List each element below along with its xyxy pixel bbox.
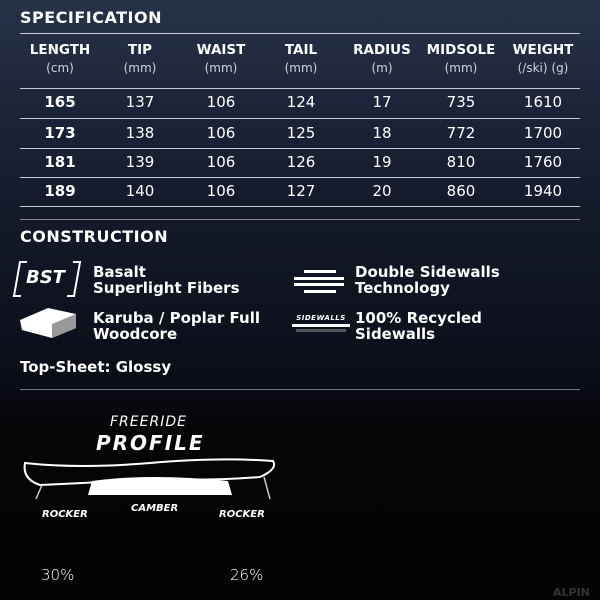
table-cell: 139 <box>125 153 155 171</box>
column-header: TIP <box>127 42 153 58</box>
column-header: LENGTH <box>29 42 91 58</box>
table-cell: 1610 <box>523 93 563 111</box>
woodcore-icon <box>20 308 76 338</box>
table-cell: 181 <box>44 153 76 171</box>
table-cell: 173 <box>44 124 76 142</box>
table-cell: 140 <box>125 182 155 200</box>
table-cell: 17 <box>372 93 392 111</box>
column-unit: (cm) <box>46 61 74 75</box>
column-header: MIDSOLE <box>426 42 496 58</box>
camber-label: CAMBER <box>131 503 179 514</box>
rocker-right-label: ROCKER <box>219 509 265 520</box>
table-cell: 20 <box>372 182 392 200</box>
table-cell: 1700 <box>523 124 563 142</box>
construction-title: CONSTRUCTION <box>20 227 169 246</box>
double-sidewalls-label: Double Sidewalls Technology <box>355 263 500 297</box>
bst-icon: BST <box>12 261 82 297</box>
table-cell: 18 <box>372 124 392 142</box>
watermark: ALPIN <box>553 586 590 599</box>
table-cell: 125 <box>286 124 316 142</box>
column-header: WAIST <box>196 42 246 58</box>
row-divider <box>20 118 580 119</box>
table-cell: 772 <box>446 124 476 142</box>
row-divider <box>20 177 580 178</box>
table-cell: 106 <box>206 182 236 200</box>
divider <box>20 219 580 220</box>
topsheet: Top-Sheet: Glossy <box>20 358 172 376</box>
table-cell: 137 <box>125 93 155 111</box>
table-cell: 124 <box>286 93 316 111</box>
table-cell: 1940 <box>523 182 563 200</box>
column-unit: (mm) <box>204 61 238 75</box>
table-cell: 106 <box>206 124 236 142</box>
column-header: WEIGHT <box>512 42 574 58</box>
double-sidewalls-icon <box>294 270 346 294</box>
column-unit: (mm) <box>284 61 318 75</box>
rocker-left-percent: 30% <box>41 566 75 584</box>
recycled-sidewalls-icon: SIDEWALLS <box>290 314 352 340</box>
column-unit: (mm) <box>123 61 157 75</box>
ski-profile-icon <box>23 458 276 500</box>
profile-title: PROFILE <box>96 431 205 455</box>
table-cell: 106 <box>206 93 236 111</box>
table-cell: 860 <box>446 182 476 200</box>
row-divider <box>20 148 580 149</box>
table-cell: 138 <box>125 124 155 142</box>
table-cell: 126 <box>286 153 316 171</box>
table-cell: 127 <box>286 182 316 200</box>
column-header: RADIUS <box>353 42 411 58</box>
table-cell: 735 <box>446 93 476 111</box>
column-unit: (mm) <box>444 61 478 75</box>
column-unit: (/ski) (g) <box>517 61 569 75</box>
bst-label: Basalt Superlight Fibers <box>93 263 240 297</box>
woodcore-label: Karuba / Poplar Full Woodcore <box>93 309 260 343</box>
rocker-right-percent: 26% <box>230 566 264 584</box>
table-cell: 810 <box>446 153 476 171</box>
column-header: TAIL <box>284 42 318 58</box>
table-cell: 19 <box>372 153 392 171</box>
recycled-sidewalls-label: 100% Recycled Sidewalls <box>355 309 482 343</box>
profile-subtitle: FREERIDE <box>110 414 187 430</box>
table-cell: 106 <box>206 153 236 171</box>
divider <box>20 389 580 390</box>
divider <box>20 33 580 34</box>
table-cell: 189 <box>44 182 76 200</box>
row-divider <box>20 88 580 89</box>
table-cell: 165 <box>44 93 76 111</box>
table-cell: 1760 <box>523 153 563 171</box>
specification-title: SPECIFICATION <box>20 8 162 27</box>
row-divider <box>20 206 580 207</box>
column-unit: (m) <box>371 61 393 75</box>
rocker-left-label: ROCKER <box>42 509 88 520</box>
